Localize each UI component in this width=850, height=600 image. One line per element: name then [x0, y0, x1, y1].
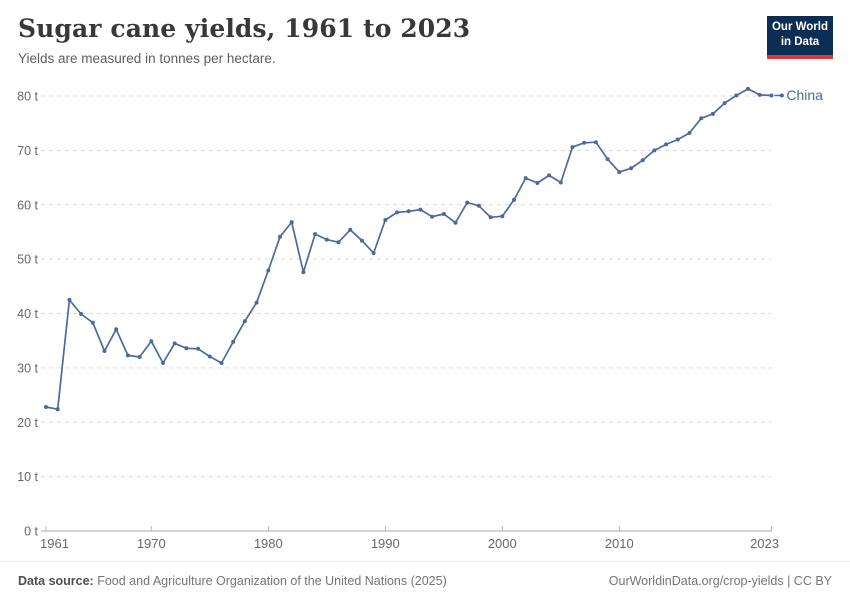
gridlines: [41, 95, 772, 478]
data-source-text: Food and Agriculture Organization of the…: [97, 574, 447, 588]
data-point[interactable]: [102, 349, 107, 353]
x-tick-label: 1961: [40, 536, 69, 551]
data-point[interactable]: [137, 355, 142, 359]
chart-footer: Data source: Food and Agriculture Organi…: [0, 561, 850, 600]
data-point[interactable]: [278, 234, 282, 239]
chart-subtitle: Yields are measured in tonnes per hectar…: [18, 51, 276, 66]
data-point[interactable]: [558, 180, 563, 185]
data-point[interactable]: [687, 131, 692, 135]
data-point[interactable]: [617, 170, 622, 175]
y-tick-label: 10 t: [17, 470, 38, 484]
attribution-link[interactable]: OurWorldinData.org/crop-yields | CC BY: [608, 574, 832, 588]
data-point[interactable]: [266, 268, 271, 273]
data-point[interactable]: [395, 210, 399, 215]
y-tick-label: 80 t: [17, 90, 38, 104]
data-point[interactable]: [582, 140, 587, 145]
y-tick-label: 0 t: [24, 525, 38, 539]
data-point[interactable]: [675, 137, 680, 142]
chart-header: Sugar cane yields, 1961 to 2023 Yields a…: [18, 14, 750, 66]
data-point[interactable]: [125, 353, 130, 358]
data-point[interactable]: [453, 220, 458, 225]
data-point[interactable]: [90, 320, 95, 325]
x-axis: 1961 1970 1980 1990 2000 2010 2023: [40, 526, 779, 551]
y-tick-label: 60 t: [17, 198, 38, 212]
data-point[interactable]: [289, 220, 294, 225]
data-point[interactable]: [722, 101, 727, 106]
data-point[interactable]: [371, 251, 376, 256]
data-point[interactable]: [383, 218, 388, 222]
data-point[interactable]: [605, 157, 610, 162]
data-point[interactable]: [664, 142, 669, 147]
data-line[interactable]: [45, 88, 772, 411]
owid-logo-line2: in Data: [780, 35, 820, 48]
data-point[interactable]: [769, 93, 774, 98]
data-point[interactable]: [512, 197, 516, 202]
data-point[interactable]: [67, 297, 72, 302]
data-point[interactable]: [593, 140, 598, 145]
y-tick-label: 20 t: [17, 416, 38, 430]
data-point[interactable]: [640, 158, 645, 163]
data-point[interactable]: [55, 407, 60, 412]
data-point[interactable]: [231, 339, 236, 344]
data-point[interactable]: [242, 319, 247, 324]
data-point[interactable]: [254, 300, 259, 305]
data-point[interactable]: [465, 200, 470, 205]
data-point[interactable]: [476, 203, 481, 208]
data-point[interactable]: [629, 166, 633, 171]
data-point[interactable]: [406, 209, 411, 214]
y-tick-label: 40 t: [17, 307, 38, 321]
y-tick-label: 70 t: [17, 144, 38, 158]
data-point[interactable]: [172, 341, 177, 346]
data-point[interactable]: [547, 173, 552, 178]
data-point[interactable]: [324, 237, 329, 242]
series-label-china[interactable]: China: [786, 87, 823, 103]
data-point[interactable]: [359, 238, 364, 243]
y-tick-label: 50 t: [17, 253, 38, 267]
data-point[interactable]: [652, 148, 657, 153]
data-source: Data source: Food and Agriculture Organi…: [18, 574, 447, 588]
data-source-label: Data source:: [18, 574, 94, 588]
owid-logo[interactable]: Our World in Data: [767, 16, 833, 59]
data-point[interactable]: [301, 270, 306, 275]
y-tick-label: 30 t: [17, 361, 38, 375]
data-point[interactable]: [418, 207, 423, 212]
data-point[interactable]: [313, 232, 318, 237]
data-point[interactable]: [114, 327, 119, 332]
data-point[interactable]: [535, 181, 540, 185]
data-point[interactable]: [149, 339, 154, 344]
page-title: Sugar cane yields, 1961 to 2023: [18, 14, 471, 43]
data-point[interactable]: [44, 405, 48, 409]
data-point[interactable]: [746, 86, 750, 91]
data-point[interactable]: [161, 361, 165, 365]
data-point[interactable]: [207, 354, 212, 359]
x-tick-label: 2000: [488, 536, 517, 551]
data-point[interactable]: [348, 227, 353, 232]
data-point[interactable]: [79, 312, 84, 316]
data-point[interactable]: [336, 240, 341, 245]
data-point[interactable]: [488, 215, 493, 220]
data-point[interactable]: [734, 93, 739, 98]
x-tick-label: 2010: [605, 536, 634, 551]
data-point[interactable]: [570, 145, 575, 150]
data-point[interactable]: [184, 346, 189, 351]
x-tick-label: 1990: [371, 536, 400, 551]
data-point[interactable]: [500, 214, 505, 219]
series-label[interactable]: China: [774, 87, 823, 103]
data-point[interactable]: [757, 92, 762, 97]
owid-logo-line1: Our World: [771, 21, 828, 33]
data-point[interactable]: [196, 346, 201, 351]
x-tick-label: 1980: [254, 536, 283, 551]
data-point[interactable]: [430, 214, 435, 219]
data-point[interactable]: [710, 111, 715, 116]
x-tick-label: 2023: [750, 536, 779, 551]
data-point[interactable]: [699, 116, 704, 121]
data-point[interactable]: [523, 176, 528, 181]
x-tick-label: 1970: [137, 536, 166, 551]
data-point[interactable]: [441, 212, 446, 216]
data-points: [44, 86, 774, 412]
y-axis-labels: 0 t 10 t 20 t 30 t 40 t 50 t 60 t 70 t 80 t: [17, 90, 38, 539]
data-point[interactable]: [219, 361, 224, 365]
